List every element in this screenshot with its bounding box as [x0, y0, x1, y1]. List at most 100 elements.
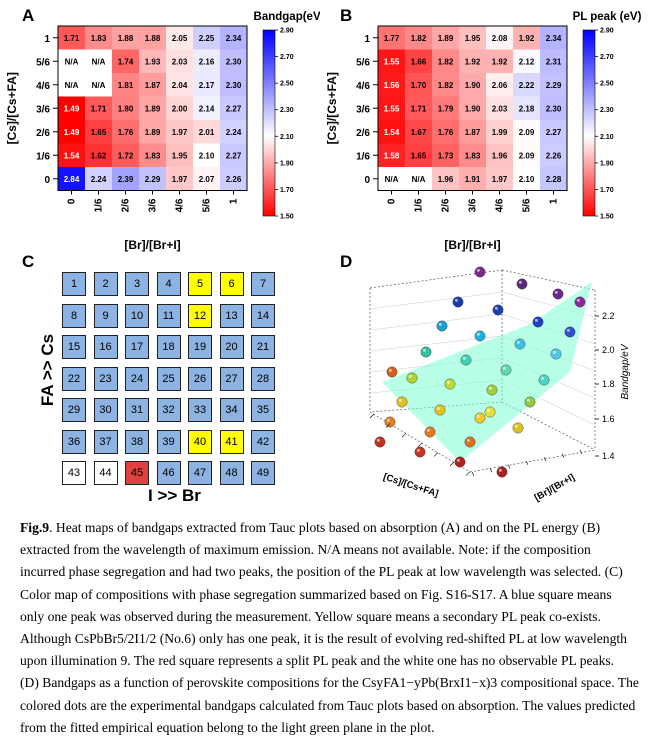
colorbar-tick-label: 2.70: [600, 54, 614, 61]
z-tick-label: 1.8: [602, 379, 615, 389]
heatmap-cell-label: 2.29: [546, 81, 562, 90]
heatmap-cell: [378, 120, 405, 144]
heatmap-cell-label: 1.74: [118, 57, 134, 66]
heatmap-cell: [112, 96, 139, 120]
x-axis-label: [Br]/[Br+I]: [124, 238, 180, 252]
composition-square: 29: [62, 398, 86, 422]
composition-square: 1: [62, 272, 86, 296]
heatmap-b: [Cs]/[Cs+FA] 1 1.77 1.82 1.89 1.95 2.08 1.92 2.3…: [325, 11, 642, 252]
y-tick-label: 3/6: [356, 104, 370, 115]
heatmap-cell: [459, 167, 486, 191]
composition-square: 19: [188, 335, 212, 359]
heatmap-cell: [459, 73, 486, 97]
heatmap-cell: [112, 49, 139, 73]
heatmap-cell-label: N/A: [65, 81, 79, 90]
heatmap-cell: [432, 26, 459, 50]
data-point-highlight: [534, 318, 538, 322]
caption-line: only one peak was observed during the me…: [20, 608, 601, 624]
data-point-highlight: [376, 438, 380, 442]
composition-square: 2: [93, 272, 118, 296]
heatmap-cell-label: 1.67: [411, 128, 427, 137]
y-tick: [579, 449, 583, 454]
heatmap-cell: [58, 49, 85, 73]
heatmap-cell-label: 2.00: [172, 104, 188, 113]
heatmap-cell: [193, 143, 220, 167]
heatmap-cell: [432, 49, 459, 73]
composition-square: 4: [156, 272, 181, 296]
caption-fig-label: Fig.9: [20, 520, 50, 535]
heatmap-cell-label: 2.22: [519, 81, 535, 90]
x-axis-label: [Cs]/[Cs+FA]: [382, 472, 440, 500]
data-point-highlight: [462, 356, 466, 360]
heatmap-cell-label: 2.26: [226, 175, 242, 184]
composition-square: 21: [251, 335, 275, 359]
heatmap-cell-label: 2.24: [226, 128, 242, 137]
y-tick-label: 5/6: [356, 57, 370, 68]
heatmap-cell-label: 2.09: [519, 151, 535, 160]
heatmap-cell-label: 1.73: [438, 151, 454, 160]
heatmap-cell-label: 1.87: [145, 81, 161, 90]
composition-square: 25: [156, 366, 181, 391]
heatmap-cell: [540, 96, 567, 120]
heatmap-cell: [193, 120, 220, 144]
data-point: [538, 374, 550, 386]
colorbar-title: Bandgap(eV): [254, 11, 320, 23]
heatmap-cell: [193, 26, 220, 50]
composition-square: 17: [125, 335, 149, 359]
x-tick-label: 4/6: [175, 198, 186, 212]
heatmap-cell-label: 2.09: [519, 128, 535, 137]
x-tick-label: 1: [549, 198, 560, 204]
heatmap-cell-label: 1.71: [64, 34, 80, 43]
caption-text: . Heat maps of bandgaps extracted from T…: [49, 520, 601, 535]
z-tick-label: 1.4: [602, 451, 615, 461]
caption-line: Color map of compositions with phase seg…: [20, 586, 612, 602]
y-tick-label: 2/6: [356, 128, 370, 139]
heatmap-cell-label: 2.39: [118, 175, 134, 184]
composition-square: 46: [156, 461, 181, 485]
heatmap-cell: [166, 143, 193, 167]
y-tick: [471, 471, 475, 477]
data-point-highlight: [502, 366, 506, 370]
heatmap-cell-label: 1.82: [438, 57, 454, 66]
heatmap-cell-label: 2.30: [226, 81, 242, 90]
heatmap-cell-label: 2.27: [226, 151, 242, 160]
colorbar-tick-label: 2.50: [600, 81, 614, 88]
figure-caption: Fig.9. Heat maps of bandgaps extracted f…: [20, 517, 639, 739]
heatmap-cell: [58, 143, 85, 167]
grid-x-label: I >> Br: [148, 486, 201, 505]
heatmap-cell-label: 1.83: [145, 151, 161, 160]
heatmap-cell: [112, 143, 139, 167]
colorbar-tick-label: 2.90: [280, 28, 294, 35]
heatmap-cell-label: 2.25: [199, 34, 215, 43]
heatmap-cell-label: 1.76: [438, 128, 454, 137]
colorbar-tick-label: 1.70: [280, 187, 294, 194]
heatmap-cell: [139, 49, 166, 73]
x-tick: [369, 413, 375, 419]
heatmap-cell-label: 2.28: [546, 175, 562, 184]
heatmap-a: [Cs]/[Cs+FA] 1 1.71 1.83 1.88 1.88 2.05 2.25 2.3…: [5, 11, 320, 252]
composition-grid: 1 2 3 4 5 6 7 8 9 10 11 12 13 14 15 16 17 18 19 20 21 22 23 24 2…: [62, 272, 286, 496]
heatmap-cell: [540, 167, 567, 191]
heatmap-cell: [378, 167, 405, 191]
heatmap-cell-label: 2.29: [145, 175, 161, 184]
data-point: [436, 320, 448, 332]
heatmap-cell: [378, 49, 405, 73]
heatmap-cell-label: 2.30: [546, 104, 562, 113]
data-point-highlight: [466, 438, 470, 442]
data-point: [512, 422, 524, 434]
heatmap-cell: [220, 26, 247, 50]
heatmap-cell: [166, 96, 193, 120]
data-point: [444, 378, 456, 390]
composition-square: 45: [125, 461, 149, 485]
heatmap-cell: [139, 73, 166, 97]
colorbar-tick-label: 2.50: [280, 81, 294, 88]
composition-square: 26: [188, 366, 212, 391]
heatmap-cell: [405, 26, 432, 50]
heatmap-cell-label: 2.04: [172, 81, 188, 90]
heatmap-cell-label: 1.83: [465, 151, 481, 160]
heatmap-cell: [166, 26, 193, 50]
heatmap-cell: [139, 143, 166, 167]
data-point: [474, 412, 486, 424]
data-point-highlight: [576, 298, 580, 302]
heatmap-cell-label: 1.55: [384, 57, 400, 66]
